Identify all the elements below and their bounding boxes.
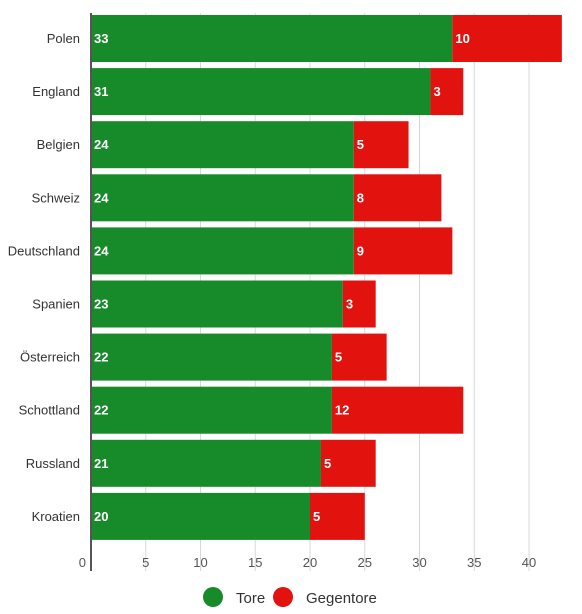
bar-segment-gegentore[interactable]: [353, 174, 442, 222]
data-label-tore: 20: [94, 509, 108, 524]
bar-segment-gegentore[interactable]: [452, 15, 562, 62]
legend-swatch-gegentore: [273, 587, 293, 607]
data-label-gegentore: 9: [357, 243, 364, 258]
bar-segment-tore[interactable]: [91, 333, 332, 381]
axis-layer: 0 5 10 15 20 25 30 35 40: [79, 13, 536, 571]
legend-item-gegentore[interactable]: Gegentore: [273, 587, 377, 607]
bar-segment-gegentore[interactable]: [353, 121, 409, 169]
bar-segment-tore[interactable]: [91, 227, 354, 275]
legend: Tore Gegentore: [203, 587, 377, 607]
category-label: Russland: [26, 456, 80, 471]
category-label: Österreich: [20, 350, 80, 365]
x-tick-label: 30: [412, 555, 426, 570]
x-tick-label: 10: [193, 555, 207, 570]
data-label-tore: 31: [94, 84, 108, 99]
x-tick-label: 35: [467, 555, 481, 570]
data-label-gegentore: 5: [313, 509, 320, 524]
x-tick-label: 15: [248, 555, 262, 570]
bar-segment-tore[interactable]: [91, 174, 354, 222]
category-label: Spanien: [32, 297, 80, 312]
data-label-tore: 21: [94, 456, 108, 471]
x-tick-label: 40: [522, 555, 536, 570]
legend-label-tore: Tore: [236, 590, 265, 607]
data-label-gegentore: 3: [433, 84, 440, 99]
bar-segment-tore[interactable]: [91, 121, 354, 169]
legend-item-tore[interactable]: Tore: [203, 587, 265, 607]
bar-segment-tore[interactable]: [91, 280, 343, 328]
data-label-gegentore: 12: [335, 403, 349, 418]
legend-swatch-tore: [203, 587, 223, 607]
category-label: Schottland: [19, 403, 80, 418]
bar-segment-gegentore[interactable]: [430, 68, 464, 116]
data-label-tore: 24: [94, 190, 109, 205]
bar-segment-gegentore[interactable]: [320, 439, 376, 487]
data-label-gegentore: 5: [324, 456, 331, 471]
bar-segment-gegentore[interactable]: [342, 280, 376, 328]
data-label-gegentore: 10: [455, 31, 469, 46]
x-tick-label: 20: [303, 555, 317, 570]
data-label-gegentore: 5: [335, 350, 342, 365]
data-label-tore: 23: [94, 297, 108, 312]
x-tick-label: 5: [142, 555, 149, 570]
bar-segment-gegentore[interactable]: [310, 492, 365, 540]
bar-segment-tore[interactable]: [91, 386, 332, 434]
category-label: Polen: [47, 31, 80, 46]
data-label-gegentore: 5: [357, 137, 364, 152]
x-tick-label: 0: [79, 555, 86, 570]
bars-layer: [91, 15, 562, 540]
data-label-tore: 33: [94, 31, 108, 46]
bar-segment-gegentore[interactable]: [331, 386, 464, 434]
data-label-gegentore: 8: [357, 190, 364, 205]
category-label: Belgien: [37, 137, 80, 152]
x-tick-label: 25: [358, 555, 372, 570]
bar-segment-tore[interactable]: [91, 439, 321, 487]
bar-segment-tore[interactable]: [91, 68, 431, 116]
data-label-tore: 24: [94, 137, 109, 152]
bar-segment-gegentore[interactable]: [353, 227, 453, 275]
legend-label-gegentore: Gegentore: [306, 590, 377, 607]
category-label: Deutschland: [8, 243, 80, 258]
data-label-gegentore: 3: [346, 297, 353, 312]
category-label: Kroatien: [32, 509, 80, 524]
data-label-tore: 24: [94, 243, 109, 258]
bar-segment-tore[interactable]: [91, 15, 453, 62]
data-label-tore: 22: [94, 403, 108, 418]
bar-segment-gegentore[interactable]: [331, 333, 387, 381]
category-label: England: [32, 84, 80, 99]
labels-layer: Polen 33 10 England 31 3 Belgien 24 5 Schweiz 24 8 D…: [8, 31, 470, 524]
category-label: Schweiz: [32, 190, 80, 205]
bar-segment-tore[interactable]: [91, 492, 310, 540]
data-label-tore: 22: [94, 350, 108, 365]
